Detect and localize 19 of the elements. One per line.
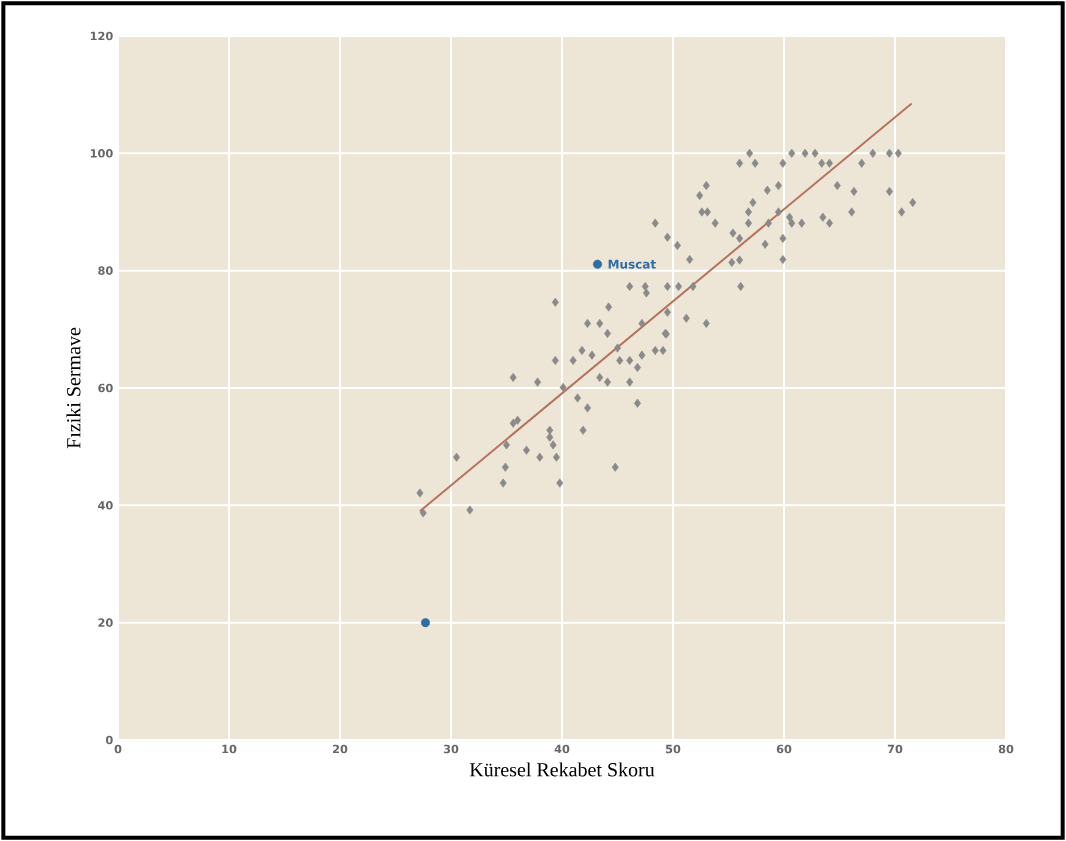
y-tick-label: 100 — [90, 149, 113, 158]
annotation: Muscat — [608, 259, 656, 269]
y-tick-label: 0 — [105, 735, 113, 745]
y-tick-label: 60 — [98, 383, 113, 393]
y-axis-title: Fıziki Sermave — [66, 327, 81, 449]
y-tick-label: 80 — [98, 266, 113, 275]
x-tick-label: 70 — [887, 744, 903, 754]
y-tick-label: 20 — [98, 618, 113, 627]
x-tick-label: 60 — [776, 744, 792, 754]
x-axis-title: Küresel Rekabet Skoru — [469, 762, 655, 777]
x-tick-label: 80 — [998, 744, 1014, 754]
x-tick-label: 50 — [665, 744, 681, 754]
x-tick-label: 30 — [443, 744, 459, 754]
x-tick-label: 0 — [114, 744, 122, 754]
x-tick-label: 10 — [222, 744, 237, 754]
y-tick-label: 40 — [98, 501, 113, 510]
x-tick-label: 40 — [554, 744, 570, 754]
y-tick-label: 120 — [90, 31, 113, 41]
x-tick-label: 20 — [333, 744, 348, 754]
